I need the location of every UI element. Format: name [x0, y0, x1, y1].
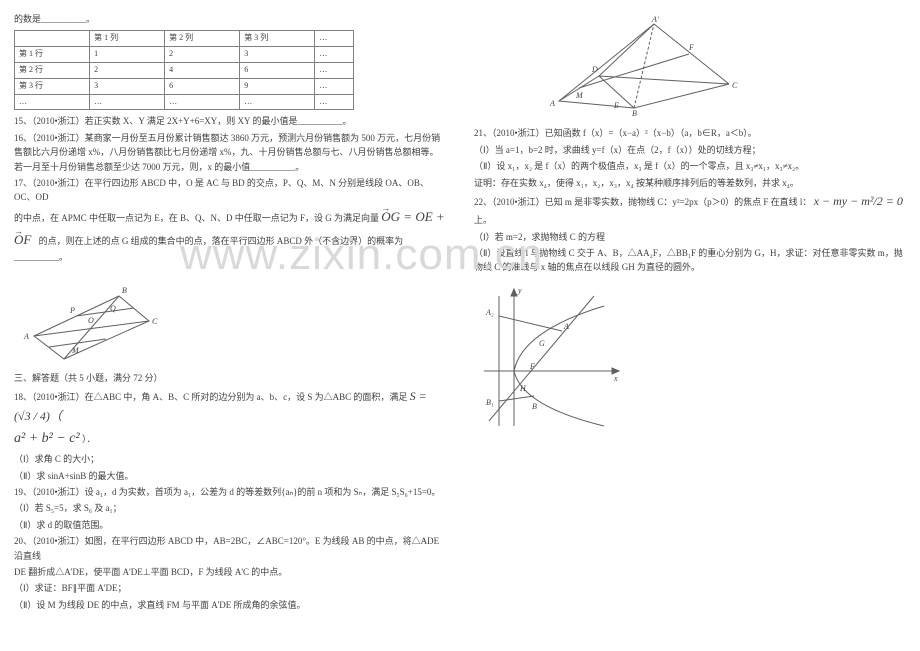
label-D2: D	[591, 65, 598, 74]
problem-20a: 20、（2010•浙江）如图，在平行四边形 ABCD 中，AB=2BC，∠ABC…	[14, 534, 446, 563]
table-header-row: 第 1 列 第 2 列 第 3 列 …	[15, 31, 354, 47]
td: …	[90, 94, 165, 110]
problem-19ii: （Ⅱ）求 d 的取值范围。	[14, 518, 446, 532]
label-A: A	[23, 332, 29, 341]
td: …	[240, 94, 315, 110]
th: …	[315, 31, 354, 47]
intro-line: 的数是__________。	[14, 12, 446, 26]
td: …	[315, 47, 354, 63]
th	[15, 31, 90, 47]
th: 第 1 列	[90, 31, 165, 47]
problem-22i: （Ⅰ）若 m=2，求抛物线 C 的方程	[474, 230, 906, 244]
close-paren: ）．	[82, 434, 96, 444]
problem-21ii: （Ⅱ）设 x₁，x₂ 是 f（x）的两个极值点，x₃ 是 f（x）的一个零点，且…	[474, 159, 906, 173]
problem-21: 21、（2010•浙江）已知函数 f（x）=（x−a）²（x−b）（a，b∈R，…	[474, 126, 906, 140]
problem-20i: （Ⅰ）求证：BF∥平面 A'DE；	[14, 581, 446, 595]
td: 第 1 行	[15, 47, 90, 63]
td: …	[165, 94, 240, 110]
label-A3: A	[563, 322, 569, 331]
problem-18a: 18、（2010•浙江）在△ABC 中，角 A、B、C 所对的边分别为 a、b、…	[14, 387, 446, 425]
fold-diagram: A C D B E F M A'	[544, 16, 906, 120]
td: 第 3 行	[15, 78, 90, 94]
problem-22a: 22、（2010•浙江）已知 m 是非零实数，抛物线 C：y²=2px（p＞0）…	[474, 192, 906, 211]
problem-17b: 的中点，在 APMC 中任取一点记为 E，在 B、Q、N、D 中任取一点记为 F…	[14, 207, 446, 228]
label-M2: M	[575, 91, 584, 100]
table-row: … … … … …	[15, 94, 354, 110]
td: 2	[90, 62, 165, 78]
problem-21iii: 证明：存在实数 x₄，使得 x₁，x₂，x₃，x₄ 按某种顺序排列后的等差数列，…	[474, 176, 906, 190]
label-Aprime: A'	[651, 16, 659, 24]
label-y: y	[517, 286, 522, 295]
abc-formula: a² + b² − c²	[14, 431, 80, 446]
td: …	[15, 94, 90, 110]
section-3-title: 三、解答题（共 5 小题，满分 72 分）	[14, 371, 446, 385]
og-formula: OG = OE +	[381, 209, 444, 224]
line-l-formula: x − my − m²/2 = 0	[814, 194, 903, 208]
label-D: D	[57, 360, 64, 361]
fold-svg: A C D B E F M A'	[544, 16, 744, 116]
problem-20ii: （Ⅱ）设 M 为线段 DE 的中点，求直线 FM 与平面 A'DE 所成角的余弦…	[14, 598, 446, 612]
td: 9	[240, 78, 315, 94]
parabola-diagram: y x A B G H F A₂ B₁	[474, 281, 906, 435]
td: …	[315, 94, 354, 110]
problem-21i: （Ⅰ）当 a=1，b=2 时，求曲线 y=f（x）在点（2，f（x））处的切线方…	[474, 143, 906, 157]
td: 2	[165, 47, 240, 63]
label-E2: E	[613, 101, 619, 110]
table-row: 第 1 行 1 2 3 …	[15, 47, 354, 63]
label-C2: C	[732, 81, 738, 90]
label-A2: A	[549, 99, 555, 108]
problem-18ii: （Ⅱ）求 sinA+sinB 的最大值。	[14, 469, 446, 483]
label-B: B	[122, 286, 127, 295]
label-B1b: B₁	[486, 398, 494, 407]
td: 3	[90, 78, 165, 94]
problem-15: 15、（2010•浙江）若正实数 X、Y 满足 2X+Y+6=XY，则 XY 的…	[14, 114, 446, 128]
right-column: A C D B E F M A' 21、（2010•浙江）已知函数 f（x）=（…	[460, 0, 920, 651]
problem-22b: 上。	[474, 213, 906, 227]
label-F2: F	[688, 43, 694, 52]
parallelogram-svg: A B C D O P Q M	[14, 271, 164, 361]
table-row: 第 3 行 3 6 9 …	[15, 78, 354, 94]
label-M: M	[71, 346, 80, 355]
problem-18i: （Ⅰ）求角 C 的大小；	[14, 452, 446, 466]
problem-18a-text: 18、（2010•浙江）在△ABC 中，角 A、B、C 所对的边分别为 a、b、…	[14, 392, 407, 402]
problem-22ii: （Ⅱ）设直线 l 与抛物线 C 交于 A、B，△AA₂F，△BB₁F 的重心分别…	[474, 246, 906, 275]
label-x: x	[613, 374, 618, 383]
td: 第 2 行	[15, 62, 90, 78]
label-G3: G	[539, 339, 545, 348]
td: 6	[165, 78, 240, 94]
td: …	[315, 78, 354, 94]
parallelogram-diagram: A B C D O P Q M	[14, 271, 446, 365]
label-P: P	[69, 306, 75, 315]
left-column: 的数是__________。 第 1 列 第 2 列 第 3 列 … 第 1 行…	[0, 0, 460, 651]
problem-18-formula: a² + b² − c² ）．	[14, 428, 446, 450]
problem-22a-text: 22、（2010•浙江）已知 m 是非零实数，抛物线 C：y²=2px（p＞0）…	[474, 197, 811, 207]
td: 4	[165, 62, 240, 78]
problem-19a: 19、（2010•浙江）设 a₁，d 为实数，首项为 a₁，公差为 d 的等差数…	[14, 485, 446, 499]
th: 第 3 列	[240, 31, 315, 47]
sequence-table: 第 1 列 第 2 列 第 3 列 … 第 1 行 1 2 3 … 第 2 行 …	[14, 30, 354, 110]
parabola-svg: y x A B G H F A₂ B₁	[474, 281, 624, 431]
problem-17b-text: 的中点，在 APMC 中任取一点记为 E，在 B、Q、N、D 中任取一点记为 F…	[14, 213, 379, 223]
td: 6	[240, 62, 315, 78]
problem-17c-text: 的点，则在上述的点 G 组成的集合中的点，落在平行四边形 ABCD 外（不含边界…	[14, 236, 403, 263]
problem-19i: （Ⅰ）若 S₅=5，求 S₆ 及 a₁；	[14, 501, 446, 515]
problem-17-of: → OF 的点，则在上述的点 G 组成的集合中的点，落在平行四边形 ABCD 外…	[14, 230, 446, 265]
problem-16: 16、（2010•浙江）某商家一月份至五月份累计销售额达 3860 万元，预测六…	[14, 131, 446, 174]
td: 1	[90, 47, 165, 63]
td: 3	[240, 47, 315, 63]
th: 第 2 列	[165, 31, 240, 47]
problem-20b: DE 翻折成△A'DE，使平面 A'DE⊥平面 BCD，F 为线段 A'C 的中…	[14, 565, 446, 579]
label-Q: Q	[110, 304, 116, 313]
label-B2: B	[632, 109, 637, 116]
label-O: O	[88, 316, 94, 325]
label-C: C	[152, 317, 158, 326]
label-F3: F	[529, 362, 535, 371]
table-row: 第 2 行 2 4 6 …	[15, 62, 354, 78]
td: …	[315, 62, 354, 78]
label-A2b: A₂	[485, 308, 494, 317]
label-B3: B	[532, 402, 537, 411]
